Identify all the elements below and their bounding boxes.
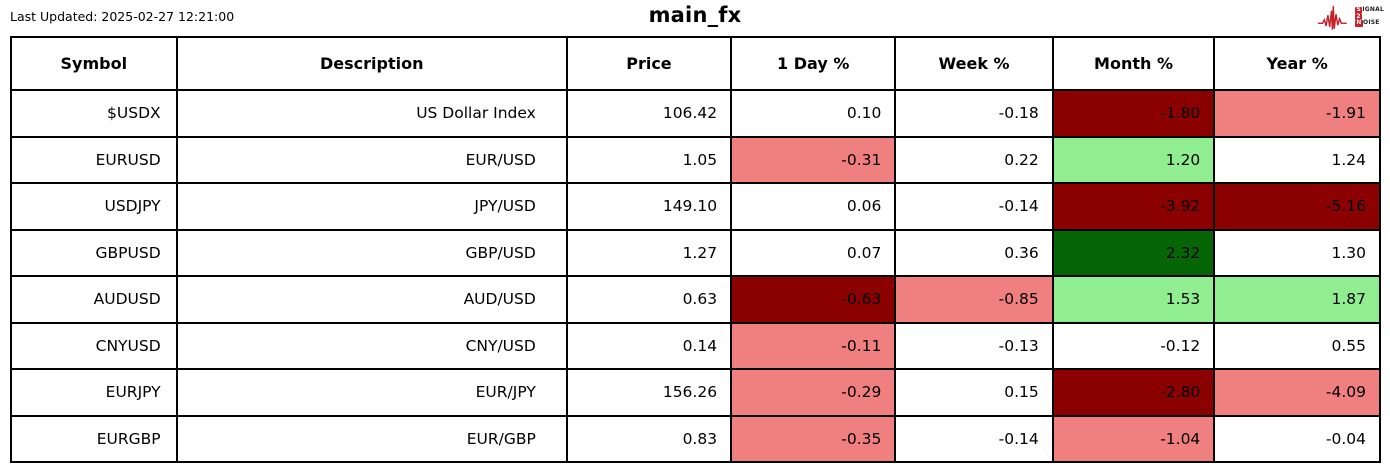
table-header-row: Symbol Description Price 1 Day % Week % Month… [10,36,1381,91]
cell-symbol: $USDX [10,89,178,138]
cell-symbol: GBPUSD [10,228,178,277]
cell-description: US Dollar Index [175,89,568,138]
cell-description: EUR/JPY [175,368,568,417]
cell-day: -0.29 [730,368,897,417]
cell-month: 2.32 [1051,228,1216,277]
cell-month: -1.04 [1051,414,1216,463]
column-header-month: Month % [1051,36,1216,91]
column-header-year: Year % [1213,36,1381,91]
cell-week: -0.85 [894,275,1054,324]
cell-month: 1.53 [1051,275,1216,324]
cell-price: 156.26 [565,368,733,417]
cell-price: 0.63 [565,275,733,324]
cell-day: 0.07 [730,228,897,277]
cell-week: 0.15 [894,368,1054,417]
cell-year: -4.09 [1213,368,1381,417]
logo-text: S IGNAL 2 N OISE [1355,5,1384,28]
cell-week: 0.36 [894,228,1054,277]
cell-day: -0.31 [730,135,897,184]
cell-symbol: EURGBP [10,414,178,463]
waveform-icon [1318,2,1354,32]
fx-table: Symbol Description Price 1 Day % Week % Month… [10,36,1381,463]
logo-letterbox-s: S [1355,5,1362,14]
cell-symbol: USDJPY [10,182,178,231]
cell-price: 0.14 [565,321,733,370]
column-header-description: Description [175,36,568,91]
cell-day: -0.63 [730,275,897,324]
logo-line-signal: S IGNAL [1355,5,1384,14]
table-body: $USDX US Dollar Index 106.42 0.10 -0.18 -1.80… [10,89,1381,463]
logo-line-2: 2 [1355,12,1384,21]
table-row-usdjpy: USDJPY JPY/USD 149.10 0.06 -0.14 -3.92 -5.16 [10,182,1381,231]
table-row-eurjpy: EURJPY EUR/JPY 156.26 -0.29 0.15 -2.80 -4.09 [10,368,1381,417]
cell-description: JPY/USD [175,182,568,231]
cell-symbol: CNYUSD [10,321,178,370]
column-header-day: 1 Day % [730,36,897,91]
cell-week: 0.22 [894,135,1054,184]
column-header-week: Week % [894,36,1054,91]
cell-price: 149.10 [565,182,733,231]
cell-year: 1.30 [1213,228,1381,277]
cell-price: 106.42 [565,89,733,138]
cell-month: 1.20 [1051,135,1216,184]
cell-week: -0.13 [894,321,1054,370]
cell-year: -1.91 [1213,89,1381,138]
table-row-usdx: $USDX US Dollar Index 106.42 0.10 -0.18 -1.80… [10,89,1381,138]
cell-month: -3.92 [1051,182,1216,231]
logo-letterbox-n: N [1355,19,1363,28]
cell-week: -0.14 [894,182,1054,231]
cell-symbol: AUDUSD [10,275,178,324]
cell-description: EUR/GBP [175,414,568,463]
cell-day: 0.06 [730,182,897,231]
cell-price: 1.05 [565,135,733,184]
cell-description: EUR/USD [175,135,568,184]
cell-month: -0.12 [1051,321,1216,370]
last-updated-timestamp: Last Updated: 2025-02-27 12:21:00 [10,9,235,24]
cell-year: -5.16 [1213,182,1381,231]
cell-month: -1.80 [1051,89,1216,138]
table-row-eurgbp: EURGBP EUR/GBP 0.83 -0.35 -0.14 -1.04 -0.04 [10,414,1381,463]
cell-price: 1.27 [565,228,733,277]
logo-noise-rest: OISE [1363,19,1380,27]
cell-day: 0.10 [730,89,897,138]
logo-line-noise: N OISE [1355,19,1384,28]
cell-description: AUD/USD [175,275,568,324]
cell-description: CNY/USD [175,321,568,370]
cell-price: 0.83 [565,414,733,463]
cell-symbol: EURUSD [10,135,178,184]
signal-2-noise-logo: S IGNAL 2 N OISE [1318,2,1384,32]
logo-signal-rest: IGNAL [1362,5,1384,13]
table-row-cnyusd: CNYUSD CNY/USD 0.14 -0.11 -0.13 -0.12 0.55 [10,321,1381,370]
cell-symbol: EURJPY [10,368,178,417]
cell-description: GBP/USD [175,228,568,277]
table-row-audusd: AUDUSD AUD/USD 0.63 -0.63 -0.85 1.53 1.87 [10,275,1381,324]
page-title: main_fx [648,3,742,27]
cell-year: 1.24 [1213,135,1381,184]
cell-week: -0.18 [894,89,1054,138]
column-header-price: Price [565,36,733,91]
cell-day: -0.35 [730,414,897,463]
logo-letterbox-2: 2 [1355,12,1362,21]
cell-year: 1.87 [1213,275,1381,324]
cell-month: -2.80 [1051,368,1216,417]
cell-year: 0.55 [1213,321,1381,370]
column-header-symbol: Symbol [10,36,178,91]
cell-day: -0.11 [730,321,897,370]
cell-year: -0.04 [1213,414,1381,463]
table-row-eurusd: EURUSD EUR/USD 1.05 -0.31 0.22 1.20 1.24 [10,135,1381,184]
cell-week: -0.14 [894,414,1054,463]
table-row-gbpusd: GBPUSD GBP/USD 1.27 0.07 0.36 2.32 1.30 [10,228,1381,277]
